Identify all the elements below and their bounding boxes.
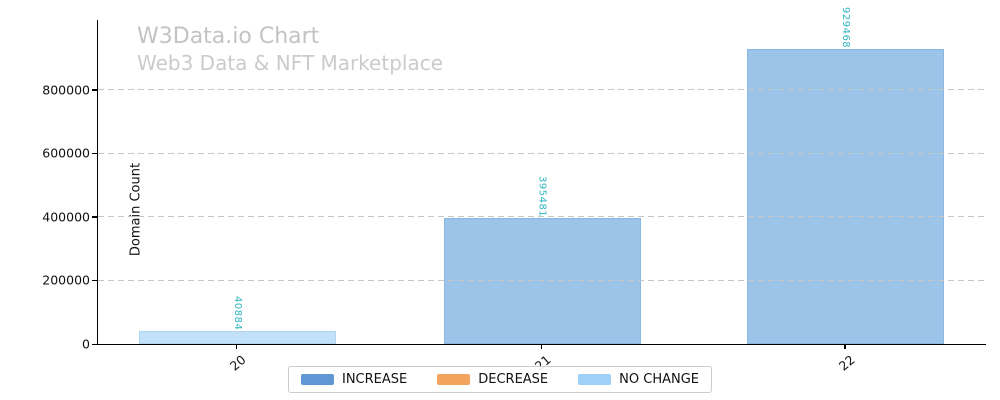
y-tick-mark: [92, 279, 97, 282]
legend-item-no-change: NO CHANGE: [578, 372, 699, 387]
bar-value-label: 40884: [231, 295, 243, 331]
y-gridline: [98, 152, 986, 154]
x-tick-label: 22: [835, 352, 858, 374]
y-tick-mark: [92, 89, 97, 91]
bar-22: 929468: [747, 7, 945, 344]
legend-swatch: [437, 374, 471, 385]
x-tick-mark: [235, 344, 238, 349]
bar-20: 40884: [138, 296, 336, 344]
y-tick-mark: [92, 152, 97, 155]
y-tick-label: 400000: [42, 209, 90, 225]
plot-area: Domain Count 40884 395481 929468: [97, 7, 986, 345]
y-tick-label: 200000: [42, 272, 90, 288]
y-gridline: [98, 216, 986, 218]
legend: INCREASE DECREASE NO CHANGE: [287, 366, 713, 393]
legend-label: DECREASE: [478, 372, 549, 387]
x-tick-label: 20: [227, 352, 250, 374]
y-tick-label: 0: [82, 336, 90, 352]
y-tick-mark: [92, 343, 97, 345]
x-tick-mark: [844, 344, 846, 349]
y-tick-label: 600000: [42, 145, 90, 161]
bar-value-label: 929468: [840, 6, 852, 48]
bar-value-label: 395481: [536, 176, 548, 218]
y-gridline: [98, 279, 986, 281]
legend-swatch: [300, 374, 334, 385]
legend-label: INCREASE: [341, 372, 408, 387]
y-tick-mark: [92, 216, 97, 218]
y-tick-label: 800000: [42, 82, 90, 98]
legend-label: NO CHANGE: [619, 372, 700, 387]
bar-21: 395481: [443, 176, 641, 344]
legend-item-increase: INCREASE: [300, 372, 408, 387]
x-tick-mark: [540, 344, 542, 349]
legend-swatch: [578, 374, 612, 385]
y-gridline: [98, 89, 986, 91]
legend-item-decrease: DECREASE: [437, 372, 548, 387]
